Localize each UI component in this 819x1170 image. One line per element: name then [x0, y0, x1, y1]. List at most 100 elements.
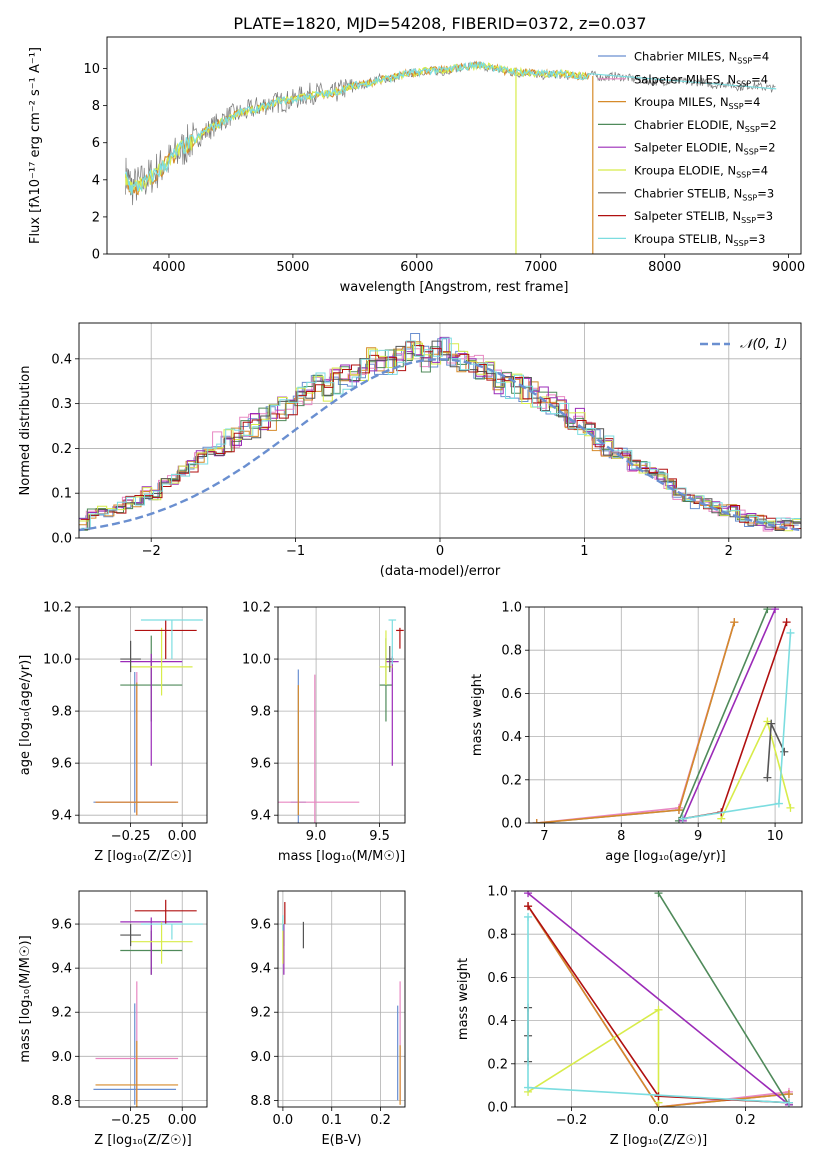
- y-tick-label: 2: [92, 210, 100, 225]
- panel-age-vs-mass: 9.0 9.5 9.4 9.6 9.8 10.0 10.2 mass [log₁₀(M/M☉)…: [242, 601, 406, 864]
- plus-marker: [774, 799, 783, 808]
- x-axis-label: (data-model)/error: [380, 564, 501, 579]
- model-spectrum-line: [125, 61, 590, 194]
- x-axis-label: E(B-V): [321, 1133, 361, 1148]
- panel-mass-vs-EBV: 0.0 0.1 0.2 8.8 9.0 9.2 9.4 9.6 E(B-V): [250, 890, 406, 1148]
- x-tick-label: 1: [580, 544, 588, 559]
- legend-label: Salpeter STELIB, N: [634, 209, 741, 223]
- plus-marker: [767, 719, 776, 728]
- axes-frame: [78, 322, 802, 539]
- y-axis-label: age [log₁₀(age/yr)]: [18, 655, 33, 776]
- legend-entry: Salpeter STELIB, NSSP=3: [634, 209, 773, 225]
- y-tick-label: 6: [92, 136, 100, 151]
- y-tick-label: 9.8: [51, 705, 72, 720]
- weight-line: [682, 608, 776, 822]
- y-tick-label: 0.1: [51, 487, 72, 502]
- weight-line: [682, 632, 792, 820]
- y-tick-label: 0.0: [51, 532, 72, 547]
- weight-line: [527, 892, 790, 1106]
- y-tick-label: 9.6: [51, 918, 72, 933]
- x-tick-label: 9.0: [306, 829, 327, 844]
- x-tick-label: 0: [436, 544, 444, 559]
- plot-area: [529, 607, 802, 823]
- legend-label: Chabrier ELODIE, N: [634, 118, 745, 132]
- y-tick-label: 0.4: [51, 352, 72, 367]
- legend-entry: Chabrier STELIB, NSSP=3: [634, 186, 774, 202]
- x-tick-label: 6000: [400, 260, 433, 275]
- legend-subscript: SSP: [742, 193, 757, 202]
- plus-marker: [532, 819, 541, 823]
- legend-label: Kroupa MILES, N: [634, 95, 729, 109]
- y-axis-label: Flux [fλ10⁻¹⁷ erg cm⁻² s⁻¹ A⁻¹]: [28, 47, 43, 244]
- model-spectrum-line: [125, 60, 777, 195]
- axes-frame: [78, 890, 208, 1108]
- y-tick-label: 9.6: [250, 757, 271, 772]
- y-tick-label: 0.6: [487, 971, 508, 986]
- panel-mass-vs-Z: −0.25 0.00 8.8 9.0 9.2 9.4 9.6 Z [log₁₀(Z/Z☉)] m…: [18, 890, 208, 1148]
- y-tick-label: 9.4: [51, 962, 72, 977]
- plus-marker: [674, 806, 683, 815]
- y-tick-label: 0.3: [51, 397, 72, 412]
- y-tick-label: 10.2: [242, 601, 271, 616]
- y-tick-label: 9.2: [250, 1006, 271, 1021]
- x-axis-label: wavelength [Angstrom, rest frame]: [340, 280, 569, 295]
- legend-suffix: =3: [756, 209, 773, 223]
- legend-label: Chabrier STELIB, N: [634, 186, 742, 200]
- y-tick-label: 9.0: [250, 1050, 271, 1065]
- panel-weight-vs-age: 7 8 9 10 0.0 0.2 0.4 0.6 0.8 1.0 age [log₁₀(age/yr…: [470, 601, 803, 864]
- x-tick-label: 7000: [524, 260, 557, 275]
- y-axis-label: mass weight: [456, 958, 471, 1040]
- x-tick-label: 9: [694, 829, 702, 844]
- histogram-series: [79, 342, 801, 532]
- figure-title: PLATE=1820, MJD=54208, FIBERID=0372, z=0…: [233, 14, 646, 33]
- panel-weight-vs-Z: −0.2 0.0 0.2 0.0 0.2 0.4 0.6 0.8 1.0 Z [log₁₀(Z/Z…: [456, 885, 803, 1148]
- y-tick-label: 1.0: [487, 885, 508, 900]
- x-tick-label: 0.2: [370, 1113, 391, 1128]
- plus-marker: [524, 1083, 533, 1092]
- legend-entry: Salpeter ELODIE, NSSP=2: [634, 141, 776, 157]
- x-tick-label: −1: [286, 544, 305, 559]
- x-tick-label: 0.0: [648, 1113, 669, 1128]
- plot-area: [278, 891, 405, 1107]
- legend-entry: Chabrier ELODIE, NSSP=2: [634, 118, 777, 134]
- legend-suffix: =3: [757, 186, 774, 200]
- x-tick-label: −2: [142, 544, 161, 559]
- legend-suffix: =4: [751, 164, 768, 178]
- x-tick-label: 9.5: [369, 829, 390, 844]
- y-tick-label: 4: [92, 173, 100, 188]
- y-tick-label: 9.0: [51, 1050, 72, 1065]
- legend-label: Salpeter ELODIE, N: [634, 141, 744, 155]
- legend-subscript: SSP: [741, 216, 756, 225]
- plus-marker: [784, 1098, 793, 1107]
- axes-frame: [78, 606, 208, 824]
- gaussian-curve: [79, 358, 801, 532]
- y-axis-label: mass weight: [470, 674, 485, 756]
- legend-label: Salpeter MILES, N: [634, 72, 736, 86]
- plus-marker: [654, 891, 663, 898]
- plus-marker: [654, 1005, 663, 1014]
- plus-marker: [784, 1090, 793, 1099]
- plus-marker: [524, 912, 533, 921]
- plus-marker: [524, 902, 533, 911]
- y-tick-label: 9.6: [250, 918, 271, 933]
- y-tick-label: 0.4: [487, 1014, 508, 1029]
- x-tick-label: 0.1: [321, 1113, 342, 1128]
- plot-area: [79, 607, 207, 823]
- x-tick-label: 10: [767, 829, 784, 844]
- y-tick-label: 10.0: [43, 653, 72, 668]
- plot-area: [278, 607, 405, 823]
- legend-subscript: SSP: [737, 57, 752, 66]
- x-axis-label: age [log₁₀(age/yr)]: [605, 849, 726, 864]
- x-tick-label: 0.00: [168, 829, 197, 844]
- plus-marker: [771, 607, 780, 614]
- histogram-series: [80, 341, 801, 530]
- weight-line: [536, 621, 736, 823]
- model-spectrum-line: [125, 60, 590, 196]
- panel-residual-histogram: −2 −1 0 1 2 0.0 0.1 0.2 0.3 0.4 (data-model)/error…: [18, 322, 802, 579]
- plus-marker: [730, 618, 739, 627]
- y-tick-label: 0.8: [487, 928, 508, 943]
- panel-spectrum: 4000 5000 6000 7000 8000 9000 0 2 4 6 8 10 wavelengt…: [28, 36, 805, 295]
- y-tick-label: 1.0: [501, 601, 522, 616]
- legend-subscript: SSP: [736, 171, 751, 180]
- axes-frame: [277, 890, 406, 1108]
